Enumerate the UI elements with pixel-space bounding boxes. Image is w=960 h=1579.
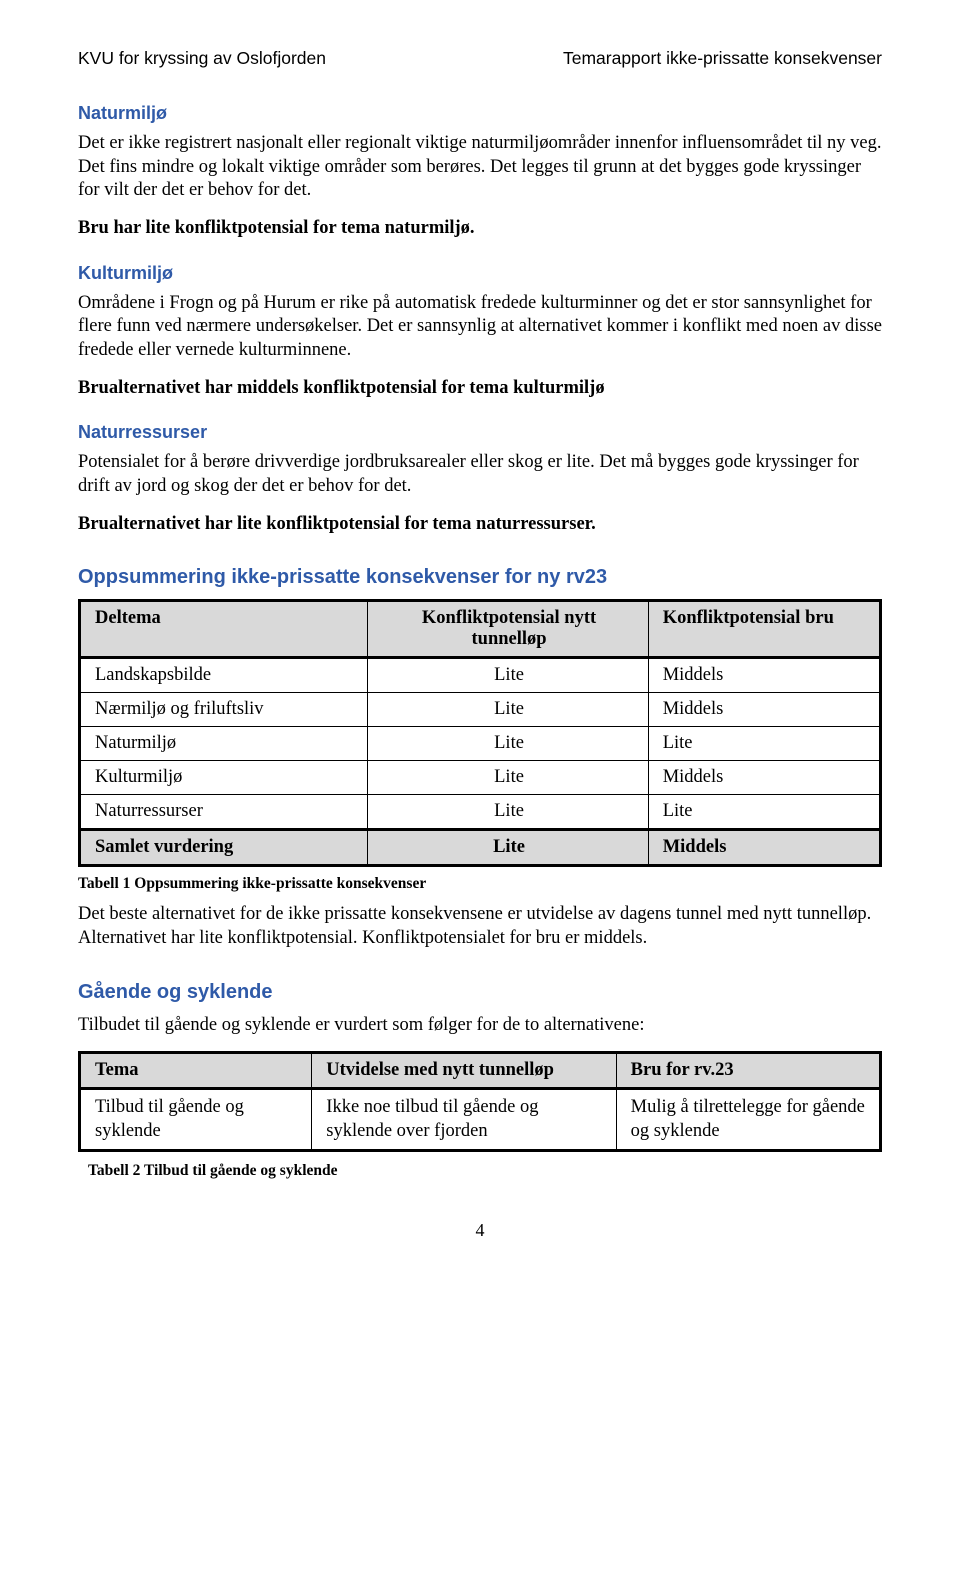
table-header-row: Deltema Konfliktpotensial nytt tunnelløp… [80,601,881,658]
cell: Middels [648,658,880,693]
cell: Nærmiljø og friluftsliv [80,693,368,727]
cell: Kulturmiljø [80,761,368,795]
cell: Lite [368,830,648,866]
cell: Tilbud til gående og syklende [80,1089,312,1150]
heading-kulturmiljo: Kulturmiljø [78,263,882,284]
cell: Landskapsbilde [80,658,368,693]
cell: Lite [368,693,648,727]
cell: Lite [648,727,880,761]
th-utvidelse: Utvidelse med nytt tunnelløp [312,1053,616,1089]
para-naturressurser: Potensialet for å berøre drivverdige jor… [78,451,882,498]
table2-caption: Tabell 2 Tilbud til gående og syklende [88,1162,882,1180]
heading-gaende: Gående og syklende [78,981,882,1004]
table-row: Nærmiljø og friluftsliv Lite Middels [80,693,881,727]
cell: Middels [648,693,880,727]
table-oppsummering: Deltema Konfliktpotensial nytt tunnelløp… [78,599,882,867]
cell: Lite [368,658,648,693]
header-right: Temarapport ikke-prissatte konsekvenser [563,48,882,69]
table-row: Landskapsbilde Lite Middels [80,658,881,693]
table-header-row: Tema Utvidelse med nytt tunnelløp Bru fo… [80,1053,881,1089]
cell: Lite [368,795,648,830]
th-bru23: Bru for rv.23 [616,1053,880,1089]
table-gaende: Tema Utvidelse med nytt tunnelløp Bru fo… [78,1051,882,1151]
table1-caption: Tabell 1 Oppsummering ikke-prissatte kon… [78,875,882,893]
heading-oppsummering: Oppsummering ikke-prissatte konsekvenser… [78,566,882,589]
para-naturmiljo: Det er ikke registrert nasjonalt eller r… [78,132,882,203]
th-tunnel: Konfliktpotensial nytt tunnelløp [368,601,648,658]
cell: Naturmiljø [80,727,368,761]
cell: Lite [648,795,880,830]
heading-naturmiljo: Naturmiljø [78,103,882,124]
th-tema: Tema [80,1053,312,1089]
para-kulturmiljo: Områdene i Frogn og på Hurum er rike på … [78,292,882,363]
bold-kulturmiljo: Brualternativet har middels konfliktpote… [78,377,882,401]
cell: Middels [648,761,880,795]
cell: Mulig å tilrettelegge for gående og sykl… [616,1089,880,1150]
page-number: 4 [78,1220,882,1241]
table-summary-row: Samlet vurdering Lite Middels [80,830,881,866]
page: KVU for kryssing av Oslofjorden Temarapp… [0,0,960,1301]
th-deltema: Deltema [80,601,368,658]
bold-naturmiljo: Bru har lite konfliktpotensial for tema … [78,217,882,241]
table-row: Kulturmiljø Lite Middels [80,761,881,795]
cell: Samlet vurdering [80,830,368,866]
th-bru: Konfliktpotensial bru [648,601,880,658]
bold-naturressurser: Brualternativet har lite konfliktpotensi… [78,513,882,537]
cell: Middels [648,830,880,866]
cell: Lite [368,761,648,795]
running-header: KVU for kryssing av Oslofjorden Temarapp… [78,48,882,69]
cell: Naturressurser [80,795,368,830]
header-left: KVU for kryssing av Oslofjorden [78,48,326,69]
para-gaende: Tilbudet til gående og syklende er vurde… [78,1014,882,1038]
table-row: Naturressurser Lite Lite [80,795,881,830]
table-row: Naturmiljø Lite Lite [80,727,881,761]
para-after-table1: Det beste alternativet for de ikke priss… [78,903,882,950]
cell: Lite [368,727,648,761]
cell: Ikke noe tilbud til gående og syklende o… [312,1089,616,1150]
table-row: Tilbud til gående og syklende Ikke noe t… [80,1089,881,1150]
heading-naturressurser: Naturressurser [78,422,882,443]
